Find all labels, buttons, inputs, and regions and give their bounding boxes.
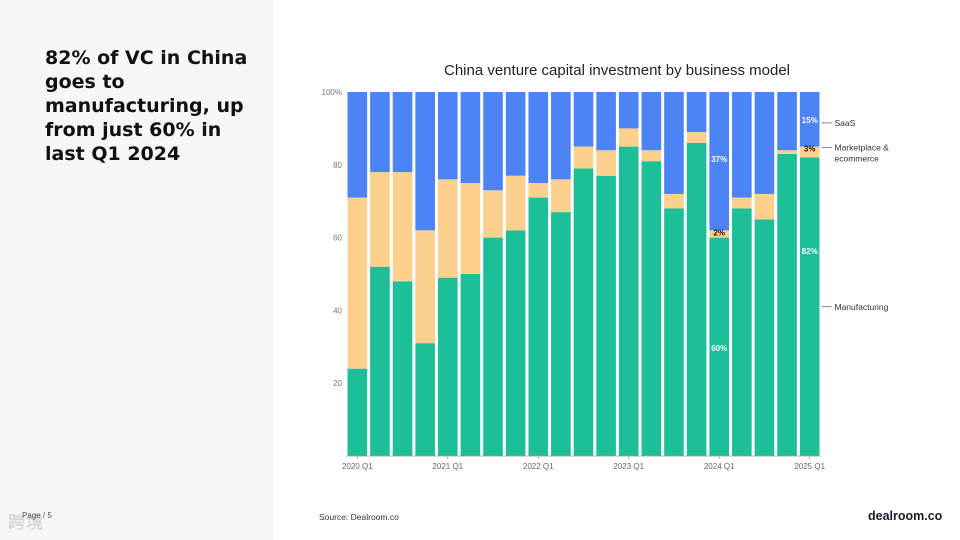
legend-label: Manufacturing — [835, 302, 889, 312]
bar-segment-saas — [596, 92, 616, 151]
x-tick-label: 2025 Q1 — [794, 462, 825, 471]
bar-segment-manufacturing — [392, 281, 413, 456]
data-label: 3% — [804, 145, 816, 154]
y-tick-label: 60 — [333, 234, 342, 243]
bar-segment-saas — [754, 92, 775, 194]
bar-segment-manufacturing — [732, 208, 752, 456]
bar-segment-saas — [686, 92, 707, 133]
bar-segment-saas — [505, 92, 526, 176]
bar-segment-marketplace-ecommerce — [370, 172, 390, 267]
bar-segment-marketplace-ecommerce — [732, 197, 752, 209]
y-tick-label: 80 — [333, 161, 342, 170]
bar-segment-marketplace-ecommerce — [799, 146, 820, 158]
data-label: 82% — [802, 247, 818, 256]
y-tick-label: 20 — [333, 379, 342, 388]
bar-segment-marketplace-ecommerce — [754, 193, 775, 220]
bar-segment-marketplace-ecommerce — [777, 150, 797, 154]
y-tick-label: 40 — [333, 306, 342, 315]
watermark: 跨境 — [8, 513, 44, 533]
bar-segment-manufacturing — [460, 274, 481, 456]
bar-segment-marketplace-ecommerce — [641, 150, 662, 162]
data-label: 2% — [713, 228, 725, 237]
data-label: 60% — [711, 344, 727, 353]
bar-segment-manufacturing — [596, 175, 616, 456]
bar-segment-saas — [347, 92, 368, 198]
bar-segment-manufacturing — [528, 197, 549, 456]
bar-segment-saas — [392, 92, 413, 173]
bar-segment-manufacturing — [754, 219, 775, 456]
bar-segment-marketplace-ecommerce — [686, 132, 707, 143]
bar-segment-saas — [483, 92, 503, 191]
legend-label: Marketplace & — [835, 142, 890, 152]
bar-segment-marketplace-ecommerce — [596, 150, 616, 176]
slide-headline: 82% of VC in China goes to manufacturing… — [45, 47, 248, 165]
x-tick-label: 2021 Q1 — [432, 462, 463, 471]
bar-segment-manufacturing — [641, 161, 662, 456]
bar-segment-manufacturing — [483, 237, 503, 456]
bar-segment-saas — [573, 92, 594, 147]
brand-logo: dealroom.co — [868, 509, 943, 523]
bar-segment-marketplace-ecommerce — [415, 230, 435, 344]
bar-segment-saas — [415, 92, 435, 231]
bar-segment-manufacturing — [415, 343, 435, 456]
data-label: 37% — [711, 155, 727, 164]
chart-title: China venture capital investment by busi… — [443, 62, 791, 79]
y-tick-label: 100% — [322, 88, 342, 97]
bar-segment-manufacturing — [347, 368, 368, 456]
bar-segment-marketplace-ecommerce — [437, 179, 458, 278]
bar-segment-saas — [799, 92, 820, 147]
legend-label: SaaS — [835, 118, 856, 128]
bar-segment-saas — [528, 92, 549, 183]
stacked-bar-chart: 100% 20 40 60 80 2020 Q1 2021 Q1 2022 Q1 2023 Q1… — [322, 88, 890, 471]
x-tick-label: 2022 Q1 — [523, 462, 554, 471]
bar-segment-saas — [437, 92, 458, 180]
bar-segment-marketplace-ecommerce — [460, 183, 481, 274]
bar-segment-saas — [460, 92, 481, 183]
bar-segment-saas — [618, 92, 639, 129]
bar-segment-saas — [641, 92, 662, 151]
bar-segment-marketplace-ecommerce — [505, 175, 526, 231]
source-note: Source: Dealroom.co — [319, 512, 399, 522]
legend-label: ecommerce — [835, 153, 880, 163]
bar-segment-manufacturing — [799, 157, 820, 456]
bar-segment-marketplace-ecommerce — [483, 190, 503, 238]
bar-segment-marketplace-ecommerce — [347, 197, 368, 369]
bar-segment-manufacturing — [709, 237, 730, 456]
bar-segment-manufacturing — [664, 208, 684, 456]
x-tick-label: 2020 Q1 — [342, 462, 373, 471]
bar-segment-saas — [777, 92, 797, 151]
bar-segment-saas — [370, 92, 390, 173]
bar-segment-marketplace-ecommerce — [618, 128, 639, 147]
bar-segment-marketplace-ecommerce — [709, 230, 730, 238]
bar-segment-marketplace-ecommerce — [664, 193, 684, 209]
bar-segment-marketplace-ecommerce — [573, 146, 594, 169]
bar-segment-marketplace-ecommerce — [528, 183, 549, 198]
bar-segment-manufacturing — [777, 153, 797, 456]
bar-segment-saas — [732, 92, 752, 198]
page-label: Page / 5 — [22, 511, 52, 520]
bar-segment-manufacturing — [551, 212, 571, 456]
x-tick-label: 2023 Q1 — [613, 462, 644, 471]
bar-segment-manufacturing — [505, 230, 526, 456]
bar-segment-saas — [664, 92, 684, 194]
bar-segment-manufacturing — [573, 168, 594, 456]
bar-segment-marketplace-ecommerce — [551, 179, 571, 213]
data-label: 15% — [802, 116, 818, 125]
bar-segment-manufacturing — [618, 146, 639, 456]
bar-segment-saas — [551, 92, 571, 180]
bar-segment-manufacturing — [686, 142, 707, 456]
x-tick-label: 2024 Q1 — [704, 462, 735, 471]
bar-segment-manufacturing — [437, 277, 458, 456]
left-panel — [0, 0, 273, 540]
bar-segment-saas — [709, 92, 730, 231]
bar-segment-manufacturing — [370, 266, 390, 456]
bar-segment-marketplace-ecommerce — [392, 172, 413, 282]
